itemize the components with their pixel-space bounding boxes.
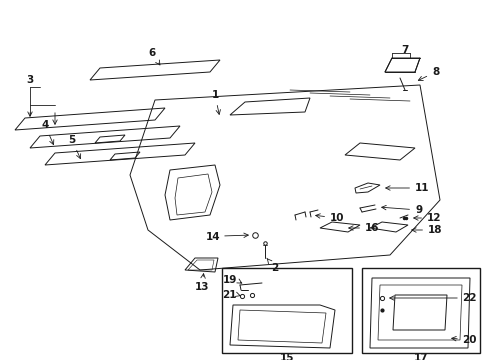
Text: 13: 13 [194,274,209,292]
Text: 21: 21 [222,290,237,300]
Text: 17: 17 [413,353,427,360]
Text: 12: 12 [413,213,441,223]
Text: 2: 2 [266,258,278,273]
Text: 5: 5 [68,135,81,159]
Text: 3: 3 [26,75,34,85]
Text: 1: 1 [211,90,220,114]
Text: 8: 8 [417,67,438,80]
Text: 16: 16 [348,223,379,233]
Text: 9: 9 [381,205,421,215]
Text: 14: 14 [205,232,220,242]
Text: 10: 10 [315,213,344,223]
Text: 4: 4 [41,120,54,145]
Text: 20: 20 [461,335,475,345]
Text: 7: 7 [401,45,408,55]
Text: 11: 11 [385,183,428,193]
Text: 22: 22 [461,293,475,303]
Text: 19: 19 [222,275,237,285]
Text: 18: 18 [411,225,442,235]
Bar [361,268,479,353]
Bar [222,268,351,353]
Text: 15: 15 [279,353,294,360]
Text: 6: 6 [148,48,160,65]
